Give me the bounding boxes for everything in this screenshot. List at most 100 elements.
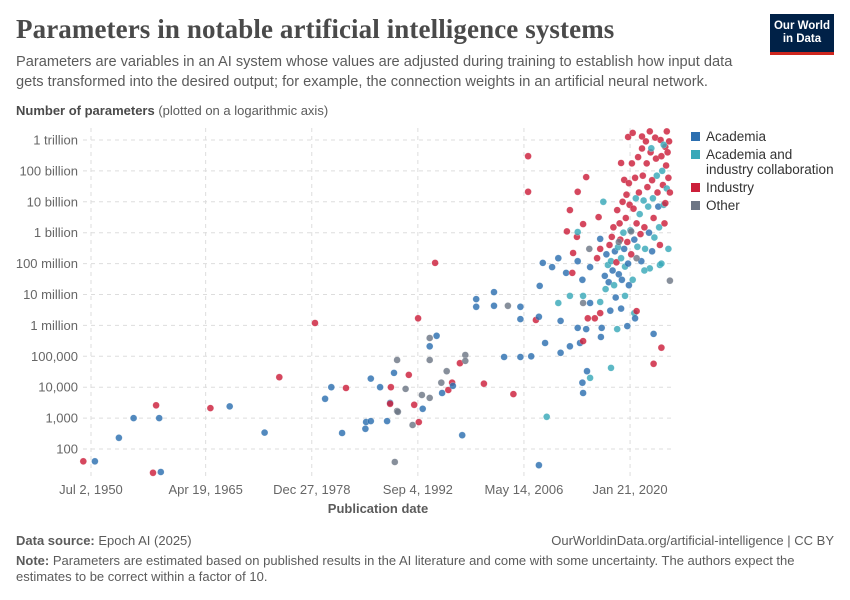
data-point bbox=[563, 227, 571, 236]
legend-swatch bbox=[691, 201, 700, 210]
data-point bbox=[582, 325, 590, 333]
data-point bbox=[361, 425, 370, 433]
x-tick-label: Dec 27, 1978 bbox=[273, 482, 350, 497]
data-point bbox=[594, 213, 603, 221]
data-point bbox=[383, 417, 391, 425]
data-point bbox=[601, 272, 609, 280]
data-point bbox=[415, 418, 423, 426]
data-point bbox=[617, 305, 625, 313]
data-point bbox=[367, 375, 375, 383]
legend-item[interactable]: Other bbox=[691, 198, 841, 213]
data-point bbox=[612, 293, 620, 302]
data-point bbox=[641, 245, 649, 253]
data-point bbox=[433, 332, 441, 340]
data-point bbox=[655, 223, 663, 231]
data-point bbox=[569, 249, 577, 257]
data-point bbox=[596, 235, 604, 243]
data-point bbox=[261, 429, 269, 437]
data-point bbox=[554, 254, 562, 262]
data-point bbox=[500, 353, 508, 361]
data-point bbox=[490, 288, 498, 296]
data-point bbox=[613, 206, 621, 214]
data-point bbox=[426, 356, 434, 364]
data-point bbox=[596, 309, 604, 317]
y-axis-label-bold: Number of parameters bbox=[16, 103, 155, 118]
data-point bbox=[647, 144, 655, 152]
data-point bbox=[548, 263, 556, 271]
owid-logo[interactable]: Our World in Data bbox=[770, 14, 834, 55]
data-point bbox=[627, 227, 635, 236]
data-point bbox=[605, 241, 614, 249]
data-point bbox=[656, 241, 664, 249]
legend-label: Academia bbox=[706, 129, 767, 144]
data-point bbox=[606, 307, 614, 315]
data-point bbox=[556, 317, 565, 325]
data-point bbox=[629, 205, 638, 213]
y-tick-label: 1 billion bbox=[34, 225, 78, 240]
data-point bbox=[390, 369, 398, 377]
data-point bbox=[579, 220, 587, 228]
legend-item[interactable]: Industry bbox=[691, 180, 841, 195]
data-point bbox=[633, 243, 642, 251]
data-source-value[interactable]: Epoch AI (2025) bbox=[98, 533, 192, 548]
data-point bbox=[527, 352, 535, 360]
data-point bbox=[582, 173, 590, 181]
data-point bbox=[585, 245, 593, 253]
x-tick-label: Apr 19, 1965 bbox=[168, 482, 242, 497]
data-point bbox=[660, 219, 669, 228]
data-point bbox=[649, 330, 658, 338]
data-point bbox=[418, 391, 426, 399]
data-point bbox=[660, 141, 668, 149]
x-tick-label: Jul 2, 1950 bbox=[59, 482, 123, 497]
y-tick-label: 10,000 bbox=[38, 380, 78, 395]
data-point bbox=[640, 266, 649, 275]
legend-item[interactable]: Academia and industry collaboration bbox=[691, 147, 841, 177]
data-point bbox=[602, 250, 611, 258]
data-point bbox=[574, 228, 582, 236]
data-point bbox=[426, 334, 434, 342]
data-point bbox=[115, 434, 123, 442]
data-point bbox=[618, 276, 626, 284]
data-point bbox=[653, 188, 662, 197]
data-point bbox=[608, 266, 617, 275]
legend-item[interactable]: Academia bbox=[691, 129, 841, 144]
data-point bbox=[409, 421, 417, 429]
data-point bbox=[504, 302, 512, 310]
data-point bbox=[634, 153, 642, 161]
data-point bbox=[583, 367, 591, 375]
legend-label: Academia and industry collaboration bbox=[706, 147, 834, 177]
data-point bbox=[608, 233, 616, 241]
data-point bbox=[541, 339, 549, 347]
data-point bbox=[579, 389, 587, 397]
data-point bbox=[554, 299, 562, 307]
data-point bbox=[414, 314, 422, 322]
source-url[interactable]: OurWorldinData.org/artificial-intelligen… bbox=[551, 533, 834, 548]
data-point bbox=[607, 364, 615, 372]
data-point bbox=[472, 303, 480, 311]
data-point bbox=[391, 458, 399, 466]
data-point bbox=[612, 258, 621, 266]
data-point bbox=[405, 371, 413, 379]
y-tick-label: 100 bbox=[56, 442, 78, 457]
data-point bbox=[579, 292, 587, 300]
data-point bbox=[327, 383, 335, 391]
logo-line-2: in Data bbox=[782, 33, 822, 45]
data-point bbox=[658, 167, 666, 175]
data-point bbox=[579, 337, 587, 345]
data-point bbox=[628, 159, 636, 168]
data-point bbox=[636, 230, 645, 238]
y-tick-label: 100,000 bbox=[31, 349, 78, 364]
data-point bbox=[653, 172, 661, 180]
data-point bbox=[632, 219, 641, 228]
data-point bbox=[623, 322, 631, 330]
data-point bbox=[556, 349, 565, 357]
data-point bbox=[461, 357, 469, 365]
data-point bbox=[480, 380, 488, 388]
data-point bbox=[613, 325, 621, 333]
data-point bbox=[627, 250, 635, 258]
data-point bbox=[155, 414, 163, 422]
y-tick-label: 1 trillion bbox=[33, 133, 78, 148]
data-point bbox=[543, 413, 551, 421]
data-point bbox=[516, 315, 525, 323]
